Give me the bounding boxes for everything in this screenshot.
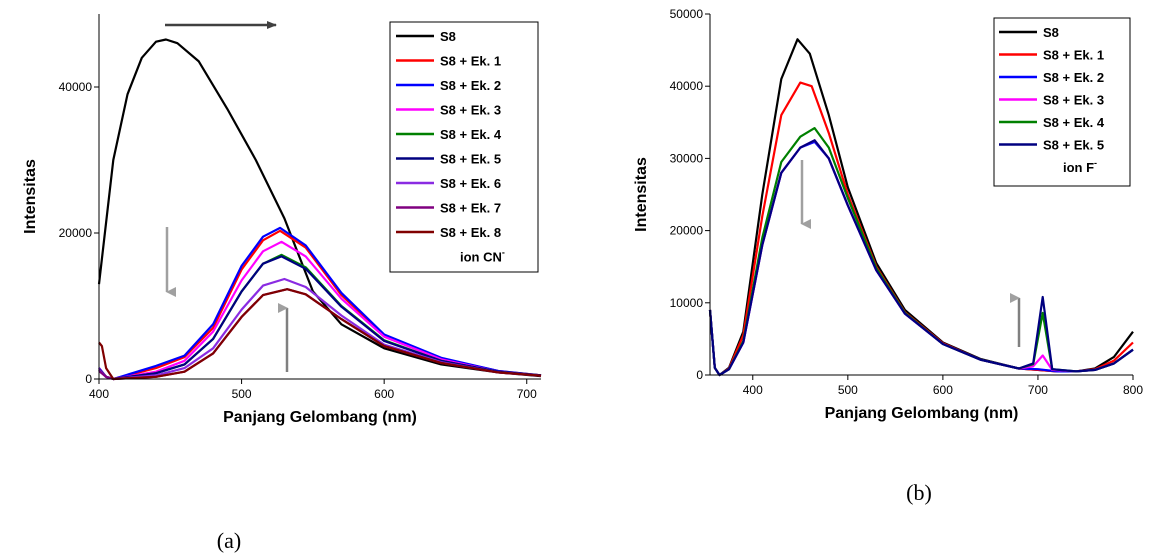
legend-note: ion CN- — [460, 248, 505, 265]
legend-label: S8 + Ek. 3 — [440, 103, 501, 118]
legend-note-superscript: - — [502, 248, 505, 258]
x-tick-label: 400 — [743, 383, 763, 397]
x-axis-title: Panjang Gelombang (nm) — [825, 405, 1019, 422]
series-line-9 — [98, 288, 542, 381]
y-tick-label: 0 — [696, 368, 703, 382]
x-tick-label: 600 — [933, 383, 953, 397]
legend-label: S8 + Ek. 6 — [440, 176, 501, 191]
y-tick-label: 0 — [85, 372, 92, 386]
y-tick-label: 20000 — [59, 226, 93, 240]
y-tick-label: 30000 — [670, 151, 704, 165]
x-tick-label: 800 — [1123, 383, 1143, 397]
legend-label: S8 + Ek. 4 — [1043, 115, 1105, 130]
y-tick-label: 40000 — [59, 80, 93, 94]
legend-label: S8 + Ek. 1 — [1043, 48, 1104, 63]
legend-label: S8 + Ek. 5 — [1043, 138, 1104, 153]
panel-a-chart: 400 500 600 700 0 20000 40000 Panjang Gelombang… — [22, 14, 542, 553]
y-axis-title: Intensitas — [22, 159, 39, 234]
x-axis-title: Panjang Gelombang (nm) — [223, 409, 417, 426]
legend-label: S8 + Ek. 7 — [440, 201, 501, 216]
x-tick-label: 600 — [374, 387, 394, 401]
legend-label: S8 + Ek. 1 — [440, 54, 501, 69]
legend-note: ion F- — [1063, 158, 1097, 175]
legend-label: S8 + Ek. 5 — [440, 152, 501, 167]
legend-box — [993, 17, 1131, 187]
series-line-1 — [97, 38, 542, 378]
y-tick-label: 20000 — [670, 224, 704, 238]
legend-label: S8 + Ek. 2 — [1043, 70, 1104, 85]
y-axis-title: Intensitas — [633, 157, 650, 232]
y-tick-label: 40000 — [670, 79, 704, 93]
y-tick-label: 50000 — [670, 7, 704, 21]
legend-label: S8 — [1043, 25, 1059, 40]
panel-caption: (a) — [217, 528, 241, 553]
series-line-6 — [708, 139, 1134, 377]
x-tick-label: 500 — [838, 383, 858, 397]
panel-caption: (b) — [906, 480, 932, 505]
x-tick-label: 400 — [89, 387, 109, 401]
legend-note-superscript: - — [1094, 158, 1097, 168]
x-tick-label: 700 — [1028, 383, 1048, 397]
y-tick-label: 10000 — [670, 296, 704, 310]
x-tick-label: 700 — [517, 387, 537, 401]
legend-label: S8 + Ek. 2 — [440, 78, 501, 93]
legend-label: S8 + Ek. 8 — [440, 225, 501, 240]
series-line-3 — [98, 226, 542, 381]
legend-label: S8 + Ek. 4 — [440, 127, 502, 142]
legend-box — [389, 21, 539, 273]
legend-label: S8 + Ek. 3 — [1043, 93, 1104, 108]
x-tick-label: 500 — [232, 387, 252, 401]
legend-label: S8 — [440, 29, 456, 44]
panel-b-chart: 400 500 600 700 800 0 10000 20000 30000 40000 5000… — [633, 7, 1143, 505]
